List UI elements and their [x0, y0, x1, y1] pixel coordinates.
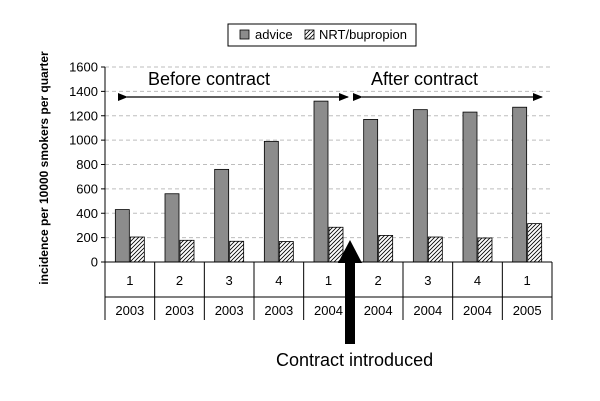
bar-nrt-bupropion [278, 241, 294, 263]
bar-nrt-bupropion [527, 223, 543, 263]
x-tick-quarter: 2 [176, 273, 183, 288]
bar-advice [114, 209, 130, 263]
y-tick-label: 600 [76, 181, 98, 196]
legend-label-advice: advice [255, 27, 293, 42]
legend: advice NRT/bupropion [227, 23, 417, 47]
x-tick-quarter: 4 [275, 273, 282, 288]
bar-advice [214, 168, 230, 263]
x-tick-quarter: 1 [126, 273, 133, 288]
legend-box [227, 23, 417, 47]
y-tick-label: 200 [76, 230, 98, 245]
y-tick-label: 800 [76, 157, 98, 172]
x-tick-quarter: 3 [226, 273, 233, 288]
x-axis-table: 1 2003 2 2003 3 2003 4 2003 1 2004 2 2004 3 2004 4 2004… [104, 261, 553, 320]
bars [104, 67, 543, 263]
contract-introduced-label: Contract introduced [276, 350, 433, 370]
bar-advice [263, 140, 279, 263]
x-tick-year: 2004 [463, 303, 492, 318]
bar-nrt-bupropion [378, 235, 394, 263]
y-tick-label: 400 [76, 206, 98, 221]
after-contract-label: After contract [371, 69, 478, 89]
y-tick-label: 1400 [69, 84, 98, 99]
bar-advice [412, 109, 428, 263]
bar-advice [363, 119, 379, 263]
y-tick-labels: 0 200 400 600 800 1000 1200 1400 1600 [69, 60, 105, 270]
bar-advice [462, 111, 478, 263]
x-tick-year: 2005 [513, 303, 542, 318]
x-tick-quarter: 3 [424, 273, 431, 288]
x-tick-year: 2004 [364, 303, 393, 318]
y-axis-label: incidence per 10000 smokers per quarter [37, 51, 51, 285]
y-tick-label: 1600 [69, 60, 98, 75]
legend-swatch-nrt [304, 29, 315, 40]
before-contract-label: Before contract [148, 69, 270, 89]
x-tick-year: 2003 [215, 303, 244, 318]
x-tick-year: 2003 [264, 303, 293, 318]
x-tick-quarter: 1 [524, 273, 531, 288]
x-tick-quarter: 4 [474, 273, 481, 288]
bar-nrt-bupropion [477, 237, 493, 263]
x-tick-year: 2003 [115, 303, 144, 318]
bar-nrt-bupropion [427, 236, 443, 263]
x-tick-year: 2003 [165, 303, 194, 318]
bar-advice [164, 193, 180, 263]
bar-nrt-bupropion [328, 226, 344, 263]
x-tick-year: 2004 [314, 303, 343, 318]
y-tick-label: 0 [91, 255, 98, 270]
x-tick-quarter: 2 [375, 273, 382, 288]
x-tick-quarter: 1 [325, 273, 332, 288]
legend-label-nrt: NRT/bupropion [319, 27, 407, 42]
y-tick-label: 1000 [69, 133, 98, 148]
y-tick-label: 1200 [69, 108, 98, 123]
bar-advice [512, 106, 528, 263]
bar-nrt-bupropion [129, 236, 145, 263]
bar-nrt-bupropion [229, 240, 245, 263]
bar-nrt-bupropion [179, 239, 195, 263]
legend-swatch-advice [239, 29, 250, 40]
bar-advice [313, 100, 329, 263]
gridlines [105, 66, 552, 239]
contract-introduced-arrow [338, 240, 362, 344]
x-tick-year: 2004 [413, 303, 442, 318]
